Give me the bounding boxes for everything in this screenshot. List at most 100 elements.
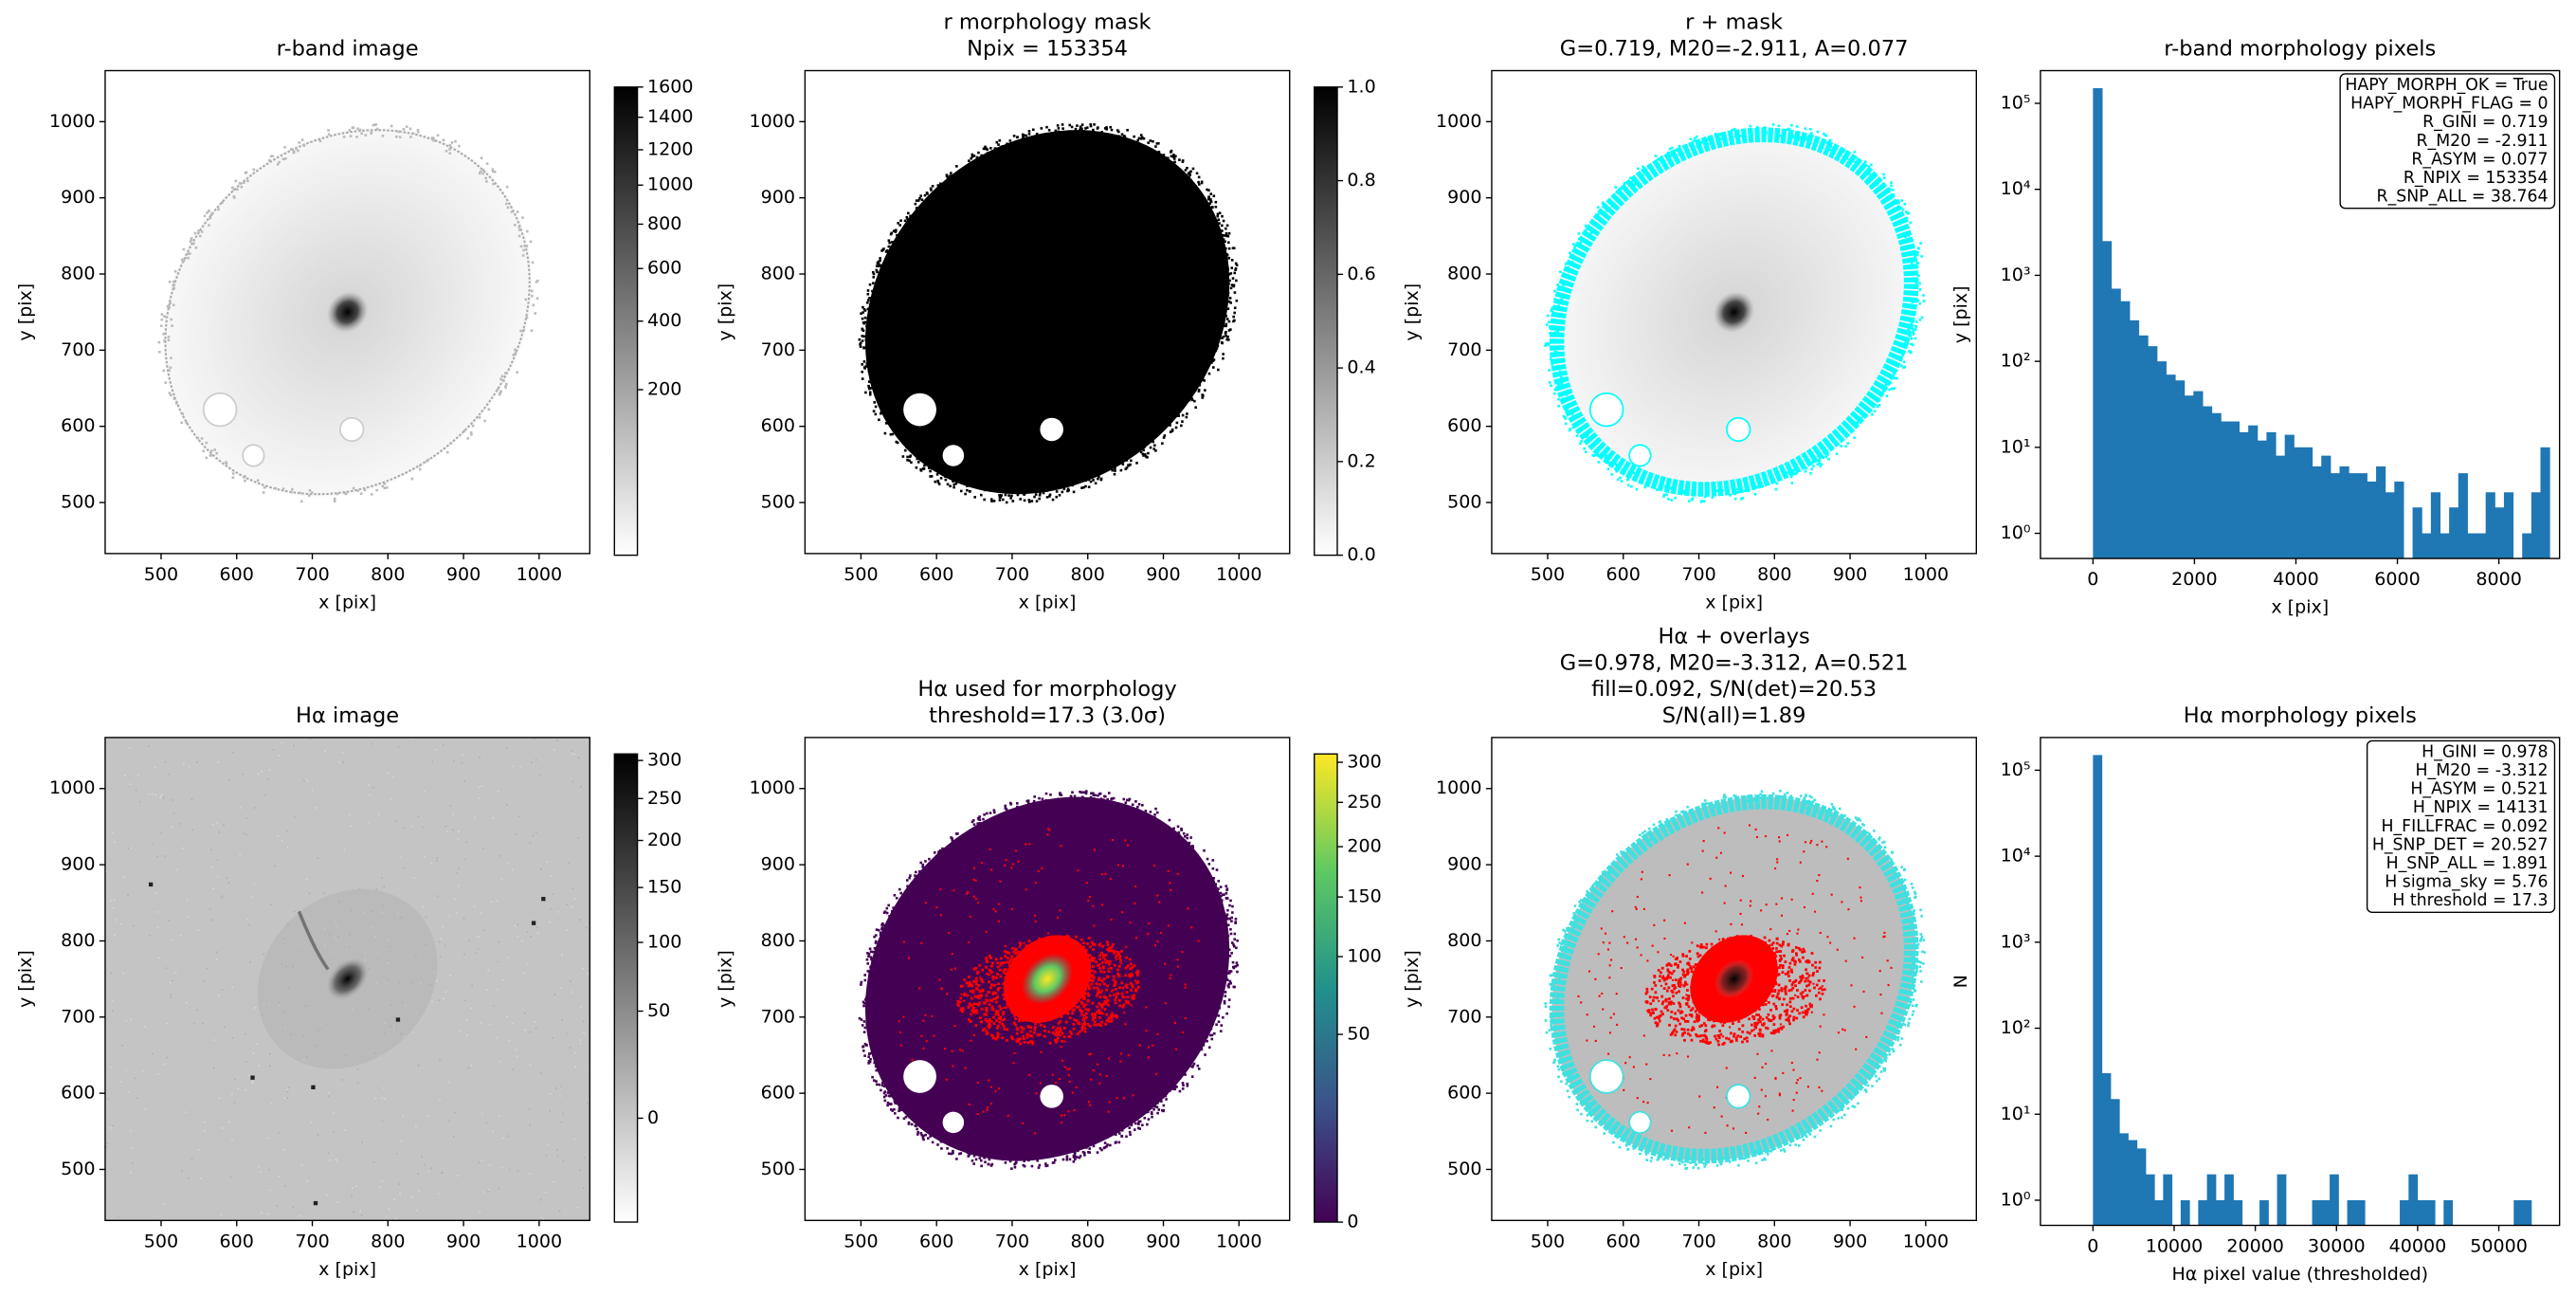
mask-edge <box>1564 422 1568 426</box>
mask-edge <box>906 211 910 215</box>
noise <box>374 1097 377 1100</box>
noise <box>412 1031 414 1033</box>
detected-pixel <box>1128 974 1132 977</box>
mask-edge <box>1769 127 1772 131</box>
mask-edge <box>1657 162 1660 166</box>
mask-edge <box>1151 1112 1153 1116</box>
detected-pixel <box>1000 961 1004 965</box>
mask-edge <box>1551 310 1554 314</box>
detected-pixel <box>1093 943 1097 946</box>
y-tick-label: 10³ <box>2001 265 2031 285</box>
mask-edge <box>929 1135 932 1138</box>
detected-pixel <box>1051 1026 1055 1030</box>
noise <box>465 1019 468 1021</box>
detected-pixel <box>1750 900 1752 903</box>
mask-edge <box>871 299 875 302</box>
mask-edge <box>1832 1118 1836 1122</box>
mask-edge <box>1808 794 1811 798</box>
noise <box>166 1022 168 1025</box>
mask-edge <box>1140 136 1144 139</box>
mask-edge <box>172 286 175 290</box>
detected-pixel <box>1115 956 1117 958</box>
mask-edge <box>1222 1015 1225 1019</box>
mask-edge <box>1210 212 1214 216</box>
colorbar-tick-label: 200 <box>1347 836 1381 857</box>
detected-pixel <box>996 987 1000 991</box>
mask-edge <box>1871 843 1875 847</box>
mask-edge <box>878 418 880 422</box>
mask-edge <box>874 941 878 944</box>
noise <box>367 1007 370 1010</box>
detected-pixel <box>1011 1037 1015 1041</box>
noise <box>478 797 481 799</box>
detected-pixel <box>1012 950 1016 954</box>
detected-pixel <box>1878 970 1881 973</box>
detected-pixel <box>1111 943 1115 946</box>
noise <box>447 1081 450 1084</box>
mask-edge <box>1162 436 1166 439</box>
mask-edge <box>1790 123 1793 127</box>
mask-edge <box>1085 1146 1088 1149</box>
mask-edge <box>1170 163 1173 166</box>
detected-pixel <box>990 1020 993 1023</box>
detected-pixel <box>1640 878 1642 881</box>
colorbar-tick-label: 50 <box>647 1000 670 1021</box>
noise <box>303 779 305 781</box>
mask-edge <box>893 1107 896 1111</box>
mask-edge <box>1039 491 1042 495</box>
mask-edge <box>1177 831 1181 834</box>
mask-edge <box>1223 893 1225 896</box>
mask-edge <box>895 440 898 444</box>
detected-pixel <box>1720 1115 1723 1118</box>
noise <box>113 841 116 844</box>
mask-edge <box>1131 803 1134 807</box>
detected-pixel <box>1096 994 1098 997</box>
noise <box>514 924 517 927</box>
detected-pixel <box>1001 1036 1005 1040</box>
mask-edge <box>1782 1141 1786 1145</box>
mask-edge <box>914 874 916 877</box>
mask-edge <box>1549 357 1552 360</box>
x-axis-label: x [pix] <box>1019 1259 1077 1280</box>
mask-edge <box>1573 246 1576 248</box>
detected-pixel <box>1138 1044 1141 1047</box>
y-axis-label: y [pix] <box>716 950 736 1008</box>
detected-pixel <box>1177 965 1180 968</box>
mask-edge <box>1915 262 1919 265</box>
mask-edge <box>1550 999 1553 1003</box>
mask-edge <box>877 286 880 289</box>
mask-edge <box>1023 1159 1025 1162</box>
detected-pixel <box>1606 948 1609 951</box>
mask-edge <box>898 238 902 242</box>
detected-pixel <box>1081 997 1085 1001</box>
mask-edge <box>530 329 534 333</box>
detected-pixel <box>1668 1054 1671 1057</box>
mask-edge <box>1558 966 1562 969</box>
mask-edge <box>1044 792 1048 795</box>
mask-edge <box>971 820 974 824</box>
mask-edge <box>292 151 296 155</box>
mask-edge <box>1716 1158 1720 1161</box>
detected-pixel <box>1129 967 1133 971</box>
mask-edge <box>1567 1073 1569 1077</box>
mask-edge <box>1186 836 1188 840</box>
mask-edge <box>919 205 922 209</box>
mask-edge <box>1749 794 1751 797</box>
mask-edge <box>1119 468 1123 472</box>
detected-pixel <box>1085 882 1088 885</box>
noise <box>515 832 517 835</box>
mask-edge <box>425 460 428 463</box>
mask-edge <box>1116 139 1120 143</box>
y-tick-label: 700 <box>61 1006 95 1027</box>
bar <box>2129 319 2140 559</box>
noise <box>171 979 173 982</box>
detected-pixel <box>1054 1029 1058 1032</box>
mask-edge <box>1638 172 1641 174</box>
mask-edge <box>942 183 945 187</box>
noise <box>286 1097 288 1099</box>
bar <box>2412 507 2422 559</box>
detected-pixel <box>1636 1097 1639 1100</box>
mask-edge <box>1761 484 1765 488</box>
detected-pixel <box>1075 1019 1079 1022</box>
bar <box>2476 533 2487 559</box>
